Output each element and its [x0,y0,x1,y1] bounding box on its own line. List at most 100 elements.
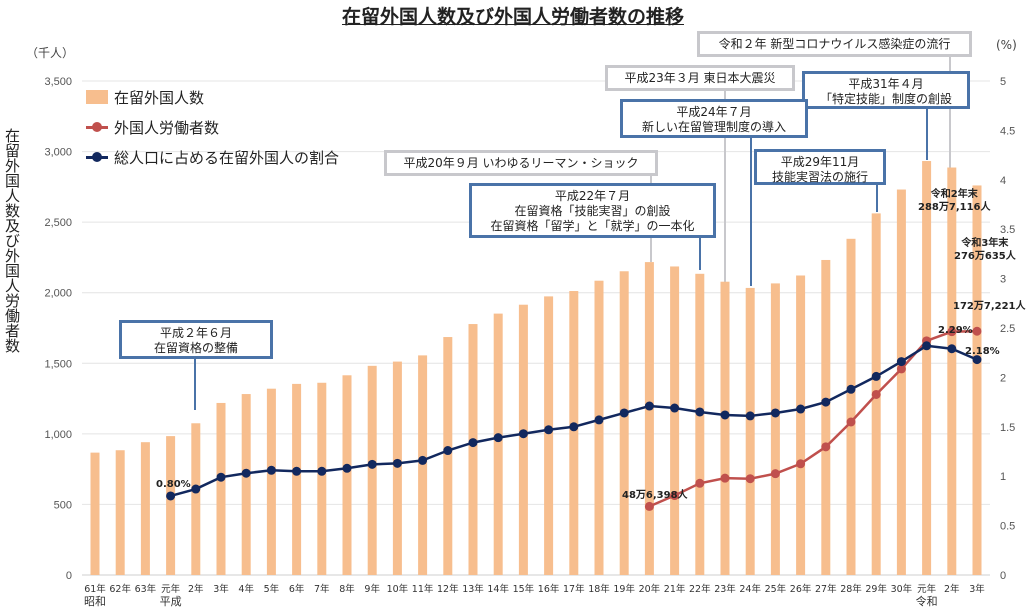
workers-point [720,473,730,483]
x-tick-label: 8年 [339,583,355,595]
x-tick-label: 3年 [969,583,985,595]
bar-foreign-residents [518,304,528,575]
x-tick-label: 13年 [462,583,484,595]
annotation-covid: 令和２年 新型コロナウイルス感染症の流行 [697,31,972,57]
x-tick-label: 25年 [765,583,787,595]
ratio-point [644,401,654,411]
ratio-point [418,455,428,465]
bar-foreign-residents [594,280,604,575]
x-tick-label: 21年 [664,583,686,595]
annotation-residence-management: 平成24年７月 新しい在留管理制度の導入 [620,99,808,138]
label-r2-total: 令和2年末 288万7,116人 [918,188,991,214]
ratio-point [367,459,377,469]
bar-foreign-residents [821,259,831,575]
x-tick-label: 7年 [314,583,330,595]
label-workers-end: 172万7,221人 [953,301,1026,312]
ratio-point [544,425,554,435]
ratio-point [266,465,276,475]
legend-label: 外国人労働者数 [114,118,220,137]
bar-foreign-residents [720,281,730,575]
x-tick-label: 10年 [387,583,409,595]
bar-foreign-residents [695,273,705,575]
ratio-point [468,438,478,448]
bar-foreign-residents [493,313,503,575]
workers-point [846,417,856,427]
y-left-tick-label: 3,000 [44,147,72,159]
ratio-point [670,403,680,413]
y-right-tick-label: 0.5 [1000,521,1015,533]
y-left-tick-label: 500 [54,499,72,511]
x-tick-label: 16年 [538,583,560,595]
x-tick-label: 30年 [891,583,913,595]
legend-swatch-workers [86,120,108,134]
workers-point [896,364,906,374]
y-right-tick-label: 4 [1000,175,1006,187]
ratio-point [443,446,453,456]
x-tick-label: 2年 [188,583,204,595]
y-right-tick-label: 1.5 [1000,422,1015,434]
workers-point [821,442,831,452]
annotation-technical-intern-status: 平成22年７月 在留資格「技能実習」の創設 在留資格「留学」と「就学」の一本化 [469,183,716,238]
y-right-tick-label: 3 [1000,274,1006,286]
label-workers-start: 48万6,398人 [622,490,688,501]
bar-foreign-residents [468,324,478,575]
label-r2-value: 288万7,116人 [918,202,991,213]
y-left-tick-label: 2,000 [44,288,72,300]
legend-item-bars: 在留外国人数 [86,82,339,112]
ratio-point [619,408,629,418]
y-left-tick-label: 0 [66,570,72,582]
bar-foreign-residents [972,185,982,575]
ratio-point [216,472,226,482]
x-tick-label: 11年 [412,583,434,595]
legend-label: 在留外国人数 [114,88,205,107]
ratio-point [594,415,604,425]
y-right-tick-label: 1 [1000,471,1006,483]
x-tick-label: 4年 [238,583,254,595]
bar-foreign-residents [115,450,125,575]
workers-point [972,326,982,336]
ratio-point [518,429,528,439]
ratio-point [871,371,881,381]
y-left-tick-label: 1,000 [44,429,72,441]
legend-label: 総人口に占める在留外国人の割合 [114,148,340,167]
bar-foreign-residents [846,238,856,575]
ratio-point [241,468,251,478]
x-tick-label: 19年 [613,583,635,595]
x-tick-label: 元年 [917,583,937,595]
x-tick-label: 3年 [213,583,229,595]
bar-foreign-residents [140,442,150,575]
x-tick-label: 14年 [487,583,509,595]
legend-item-ratio: 総人口に占める在留外国人の割合 [86,142,339,172]
ratio-point [972,355,982,365]
label-r3-title: 令和3年末 [961,238,1009,249]
x-tick-label: 18年 [588,583,610,595]
bar-foreign-residents [191,423,201,575]
bar-foreign-residents [317,382,327,575]
workers-point [644,501,654,511]
bar-foreign-residents [644,262,654,575]
x-tick-label: 29年 [865,583,887,595]
x-tick-label: 27年 [815,583,837,595]
x-tick-label: 2年 [944,583,960,595]
bar-foreign-residents [619,271,629,575]
workers-point [745,474,755,484]
bar-foreign-residents [90,452,100,575]
bar-foreign-residents [241,394,251,575]
x-tick-label: 15年 [513,583,535,595]
x-tick-label: 24年 [739,583,761,595]
y-right-tick-label: 4.5 [1000,125,1015,137]
annotation-lehman-shock: 平成20年９月 いわゆるリーマン・ショック [384,150,658,176]
bar-foreign-residents [670,266,680,575]
label-r3-value: 276万635人 [954,251,1016,262]
y-left-tick-label: 3,500 [44,76,72,88]
bar-foreign-residents [770,283,780,575]
workers-point [796,459,806,469]
x-tick-label: 22年 [689,583,711,595]
workers-point [770,469,780,479]
ratio-point [342,463,352,473]
x-tick-label: 17年 [563,583,585,595]
right-axis-unit: (%) [996,38,1017,52]
label-r3-total: 令和3年末 276万635人 [954,237,1016,263]
legend-swatch-ratio [86,150,108,164]
bar-foreign-residents [745,287,755,575]
